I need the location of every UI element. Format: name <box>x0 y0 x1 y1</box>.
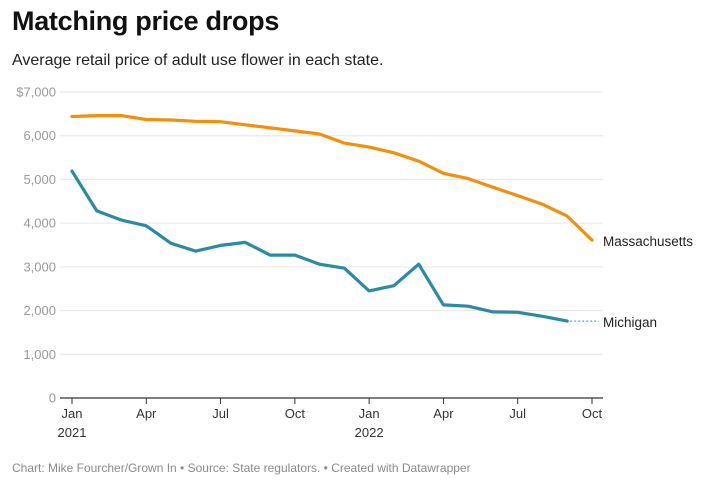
series-label-massachusetts: Massachusetts <box>603 234 693 249</box>
x-tick-year-label: 2021 <box>58 425 87 440</box>
series-line-massachusetts <box>70 114 594 242</box>
x-tick-label: Oct <box>285 406 306 421</box>
x-tick-label: Jul <box>509 406 526 421</box>
y-tick-label: 0 <box>49 391 56 406</box>
x-tick-label: Oct <box>582 406 603 421</box>
x-tick-label: Jul <box>212 406 229 421</box>
chart-subtitle: Average retail price of adult use flower… <box>12 52 384 69</box>
series-line-michigan <box>70 169 569 323</box>
x-tick-label: Jan <box>359 406 380 421</box>
y-tick-label: 1,000 <box>23 347 56 362</box>
series-label-michigan: Michigan <box>603 315 657 330</box>
x-tick-label: Apr <box>136 406 157 421</box>
x-tick-label: Apr <box>433 406 454 421</box>
y-tick-label: 4,000 <box>23 216 56 231</box>
line-chart: 0 1,000 2,000 3,000 4,000 5,000 6,000 $7,000 Jan… <box>16 85 693 441</box>
y-tick-label: $7,000 <box>16 85 56 100</box>
y-tick-label: 5,000 <box>23 172 56 187</box>
x-tick-label: Jan <box>62 406 83 421</box>
chart-title: Matching price drops <box>12 6 280 36</box>
x-tick-year-label: 2022 <box>355 425 384 440</box>
y-tick-label: 2,000 <box>23 303 56 318</box>
y-tick-label: 6,000 <box>23 128 56 143</box>
chart-footer: Chart: Mike Fourcher/Grown In • Source: … <box>12 461 471 475</box>
y-tick-label: 3,000 <box>23 259 56 274</box>
